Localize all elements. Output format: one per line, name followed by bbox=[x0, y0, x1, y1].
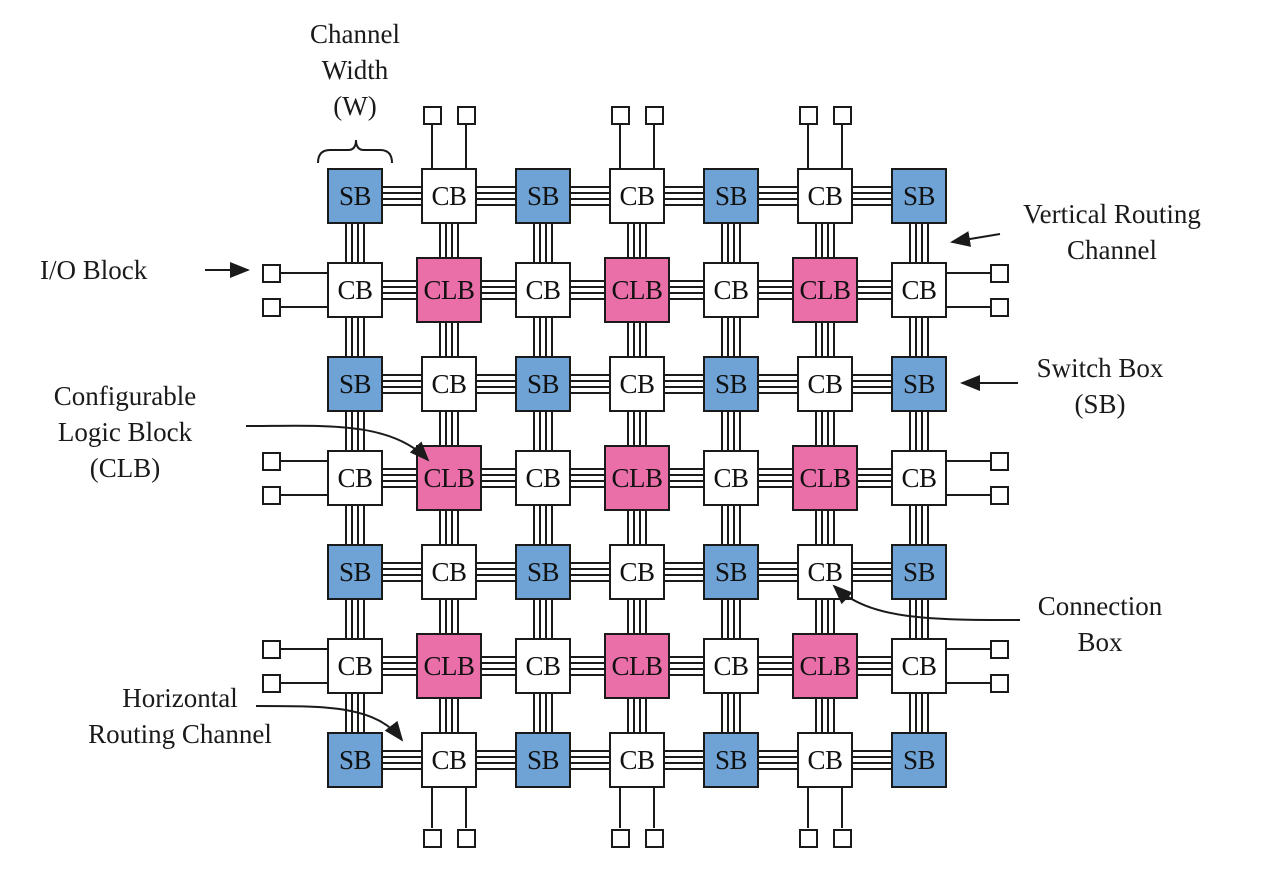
configurable-logic-block: CLB bbox=[792, 257, 858, 323]
io-pad-icon bbox=[644, 828, 664, 848]
connection-box: CB bbox=[421, 168, 477, 224]
io-pad-icon bbox=[989, 485, 1009, 505]
connection-box: CB bbox=[891, 450, 947, 506]
switch-box: SB bbox=[703, 544, 759, 600]
io-pad-icon bbox=[832, 105, 852, 125]
arrow-icon bbox=[245, 424, 430, 462]
switch-box: SB bbox=[891, 544, 947, 600]
switch-box: SB bbox=[703, 168, 759, 224]
connection-box: CB bbox=[609, 356, 665, 412]
switch-box: SB bbox=[515, 732, 571, 788]
io-pad-icon bbox=[261, 639, 281, 659]
switch-box: SB bbox=[327, 356, 383, 412]
io-pad-icon bbox=[261, 451, 281, 471]
io-pad-icon bbox=[610, 828, 630, 848]
configurable-logic-block: CLB bbox=[416, 445, 482, 511]
connection-box: CB bbox=[609, 732, 665, 788]
arrow-icon bbox=[950, 231, 1001, 247]
io-pad-icon bbox=[989, 673, 1009, 693]
io-pad-icon bbox=[422, 828, 442, 848]
io-pad-icon bbox=[832, 828, 852, 848]
configurable-logic-block: CLB bbox=[604, 257, 670, 323]
arrow-icon bbox=[832, 584, 1021, 621]
io-pad-icon bbox=[798, 105, 818, 125]
connection-box: CB bbox=[421, 356, 477, 412]
connection-box: CB bbox=[327, 638, 383, 694]
io-pad-icon bbox=[798, 828, 818, 848]
configurable-logic-block: CLB bbox=[604, 633, 670, 699]
io-pad-icon bbox=[261, 263, 281, 283]
switch-box: SB bbox=[327, 168, 383, 224]
connection-box: CB bbox=[515, 262, 571, 318]
connection-box: CB bbox=[891, 638, 947, 694]
label-switch-box: Switch Box (SB) bbox=[1036, 353, 1164, 419]
curly-brace-icon bbox=[317, 139, 393, 164]
switch-box: SB bbox=[703, 732, 759, 788]
io-pad-icon bbox=[610, 105, 630, 125]
configurable-logic-block: CLB bbox=[792, 445, 858, 511]
switch-box: SB bbox=[703, 356, 759, 412]
io-pad-icon bbox=[456, 105, 476, 125]
label-configurable-logic-block: Configurable Logic Block (CLB) bbox=[53, 381, 197, 483]
connection-box: CB bbox=[797, 168, 853, 224]
connection-box: CB bbox=[797, 356, 853, 412]
connection-box: CB bbox=[609, 544, 665, 600]
connection-box: CB bbox=[515, 450, 571, 506]
connection-box: CB bbox=[515, 638, 571, 694]
label-io-block: I/O Block bbox=[40, 255, 148, 285]
connection-box: CB bbox=[703, 450, 759, 506]
switch-box: SB bbox=[327, 732, 383, 788]
label-channel-width: Channel Width (W) bbox=[310, 19, 400, 121]
switch-box: SB bbox=[515, 356, 571, 412]
arrow-icon bbox=[255, 705, 404, 742]
connection-box: CB bbox=[891, 262, 947, 318]
io-pad-icon bbox=[261, 673, 281, 693]
configurable-logic-block: CLB bbox=[604, 445, 670, 511]
switch-box: SB bbox=[515, 168, 571, 224]
switch-box: SB bbox=[891, 168, 947, 224]
connection-box: CB bbox=[421, 732, 477, 788]
io-pad-icon bbox=[644, 105, 664, 125]
io-pad-icon bbox=[422, 105, 442, 125]
connection-box: CB bbox=[327, 450, 383, 506]
connection-box: CB bbox=[703, 262, 759, 318]
connection-box: CB bbox=[797, 732, 853, 788]
connection-box: CB bbox=[703, 638, 759, 694]
io-pad-icon bbox=[989, 297, 1009, 317]
io-pad-icon bbox=[989, 263, 1009, 283]
label-vertical-routing-channel: Vertical Routing Channel bbox=[1023, 199, 1201, 265]
io-pad-icon bbox=[989, 451, 1009, 471]
switch-box: SB bbox=[891, 356, 947, 412]
label-connection-box: Connection Box bbox=[1037, 591, 1163, 657]
configurable-logic-block: CLB bbox=[416, 257, 482, 323]
switch-box: SB bbox=[327, 544, 383, 600]
io-pad-icon bbox=[456, 828, 476, 848]
switch-box: SB bbox=[515, 544, 571, 600]
configurable-logic-block: CLB bbox=[792, 633, 858, 699]
connection-box: CB bbox=[327, 262, 383, 318]
connection-box: CB bbox=[421, 544, 477, 600]
io-pad-icon bbox=[989, 639, 1009, 659]
configurable-logic-block: CLB bbox=[416, 633, 482, 699]
io-pad-icon bbox=[261, 297, 281, 317]
io-pad-icon bbox=[261, 485, 281, 505]
label-horizontal-routing-channel: Horizontal Routing Channel bbox=[88, 683, 272, 749]
switch-box: SB bbox=[891, 732, 947, 788]
connection-box: CB bbox=[609, 168, 665, 224]
